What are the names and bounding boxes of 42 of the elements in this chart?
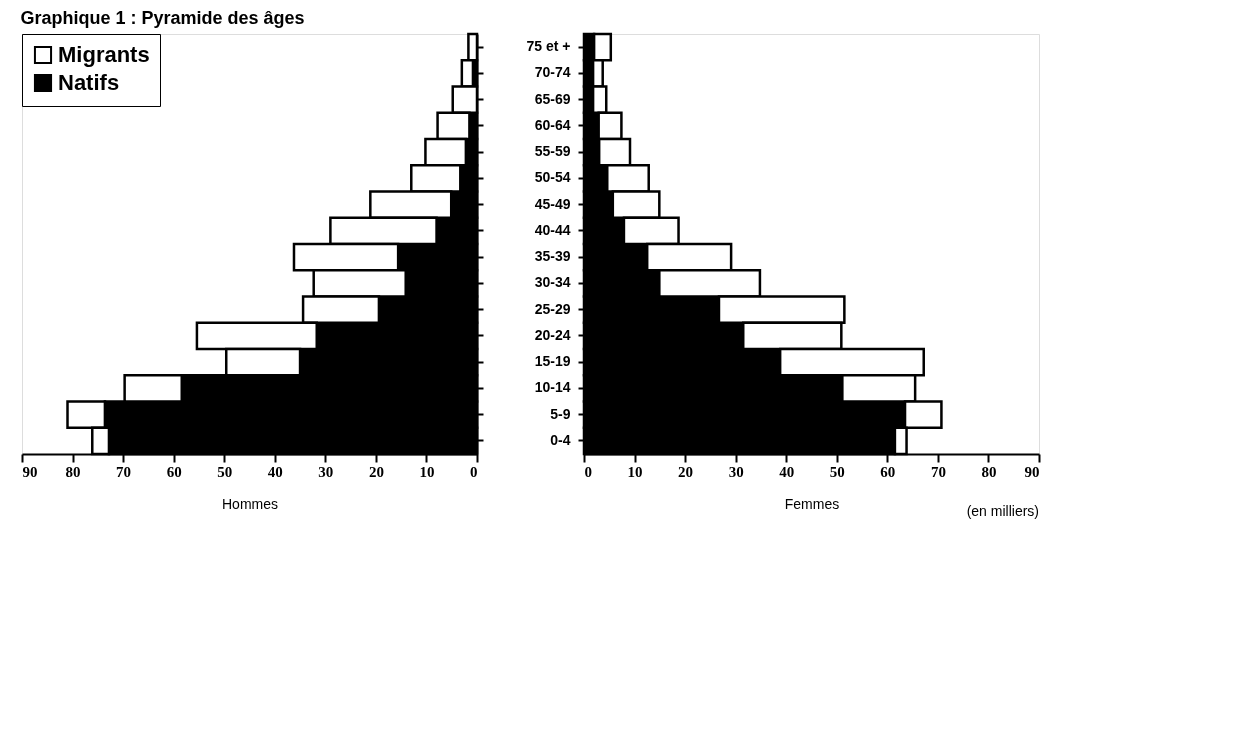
y-tick-label: 20-24	[534, 326, 571, 343]
x-tick-label: 70	[116, 463, 132, 480]
y-tick-label: 5-9	[550, 405, 571, 422]
y-tick-label: 15-19	[534, 353, 571, 370]
y-tick-label: 50-54	[534, 169, 571, 186]
x-tick-label: 0	[584, 463, 592, 480]
x-tick-label: 80	[981, 463, 997, 480]
legend-label: Natifs	[58, 70, 120, 95]
y-tick-label: 65-69	[534, 90, 571, 107]
y-tick-label: 25-29	[534, 300, 571, 317]
chart-title: Graphique 1 : Pyramide des âges	[20, 8, 305, 29]
y-tick-label: 30-34	[534, 274, 571, 291]
y-tick-label: 75 et +	[526, 38, 571, 55]
x-tick-label: 10	[419, 463, 435, 480]
x-tick-label: 60	[880, 463, 896, 480]
x-tick-label: 50	[217, 463, 233, 480]
x-tick-label: 90	[22, 463, 38, 480]
y-tick-label: 55-59	[534, 143, 571, 160]
x-tick-label: 80	[65, 463, 81, 480]
y-tick-label: 45-49	[534, 195, 571, 212]
legend-label: Migrants	[58, 42, 150, 67]
x-axis-title: Hommes	[221, 495, 279, 512]
x-tick-label: 40	[779, 463, 795, 480]
y-tick-label: 40-44	[534, 221, 571, 238]
x-tick-label: 30	[728, 463, 744, 480]
x-tick-label: 60	[166, 463, 182, 480]
x-tick-label: 20	[678, 463, 694, 480]
x-tick-label: 50	[829, 463, 845, 480]
x-tick-label: 0	[470, 463, 478, 480]
y-tick-label: 10-14	[534, 379, 571, 396]
x-tick-label: 70	[930, 463, 946, 480]
y-tick-label: 35-39	[534, 248, 571, 265]
x-axis-title: Femmes	[784, 495, 840, 512]
x-tick-label: 90	[1024, 463, 1040, 480]
x-tick-label: 10	[627, 463, 643, 480]
x-tick-label: 30	[318, 463, 334, 480]
text: (en milliers)	[966, 503, 1039, 519]
x-tick-label: 40	[267, 463, 283, 480]
y-tick-label: 0-4	[550, 431, 571, 448]
x-tick-label: 20	[368, 463, 384, 480]
y-tick-label: 60-64	[534, 116, 571, 133]
y-tick-label: 70-74	[534, 64, 571, 81]
